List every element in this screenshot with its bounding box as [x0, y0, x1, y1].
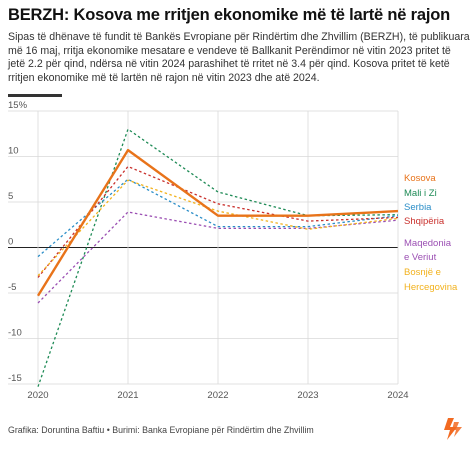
x-tick-label: 2022 [207, 390, 228, 401]
page-title: BERZH: Kosova me rritjen ekonomike më të… [8, 6, 450, 24]
footer-credit: Grafika: Doruntina Baftiu • Burimi: Bank… [8, 425, 314, 435]
rfe-rl-logo-icon [444, 418, 462, 440]
x-tick-label: 2020 [27, 390, 48, 401]
series-line-bosnje-e-hercegovina [37, 179, 399, 277]
y-tick-label: 15% [8, 100, 28, 111]
series-line-maqedonia-e-veriut [37, 211, 399, 304]
x-tick-label: 2021 [117, 390, 138, 401]
y-tick-label: -5 [8, 282, 16, 293]
x-tick-label: 2024 [387, 390, 408, 401]
legend-entry: Mali i Zi [404, 188, 437, 199]
legend-entry: Kosova [404, 173, 436, 184]
y-tick-label: -15 [8, 373, 22, 384]
x-tick-label: 2023 [297, 390, 318, 401]
page-subtitle: Sipas të dhënave të fundit të Bankës Evr… [8, 31, 470, 84]
line-chart: 15% 10 5 0 -5 -10 -15 2020 2021 2022 2023 2024 Kosov… [8, 100, 458, 401]
legend-entry: Maqedonia [404, 238, 452, 249]
y-tick-label: -10 [8, 328, 22, 339]
series-line-serbia [37, 178, 399, 258]
y-tick-label: 10 [8, 146, 19, 157]
legend-entry: Hercegovina [404, 282, 458, 293]
series-line-kosova [36, 148, 399, 297]
y-tick-label: 5 [8, 191, 13, 202]
y-tick-label: 0 [8, 237, 13, 248]
title-rule [8, 94, 62, 97]
legend-entry: Bosnjë e [404, 267, 441, 278]
legend-entry: Serbia [404, 202, 432, 213]
legend-entry: Shqipëria [404, 216, 445, 227]
series-line-shqiperia [37, 165, 399, 278]
legend-entry: e Veriut [404, 252, 437, 263]
